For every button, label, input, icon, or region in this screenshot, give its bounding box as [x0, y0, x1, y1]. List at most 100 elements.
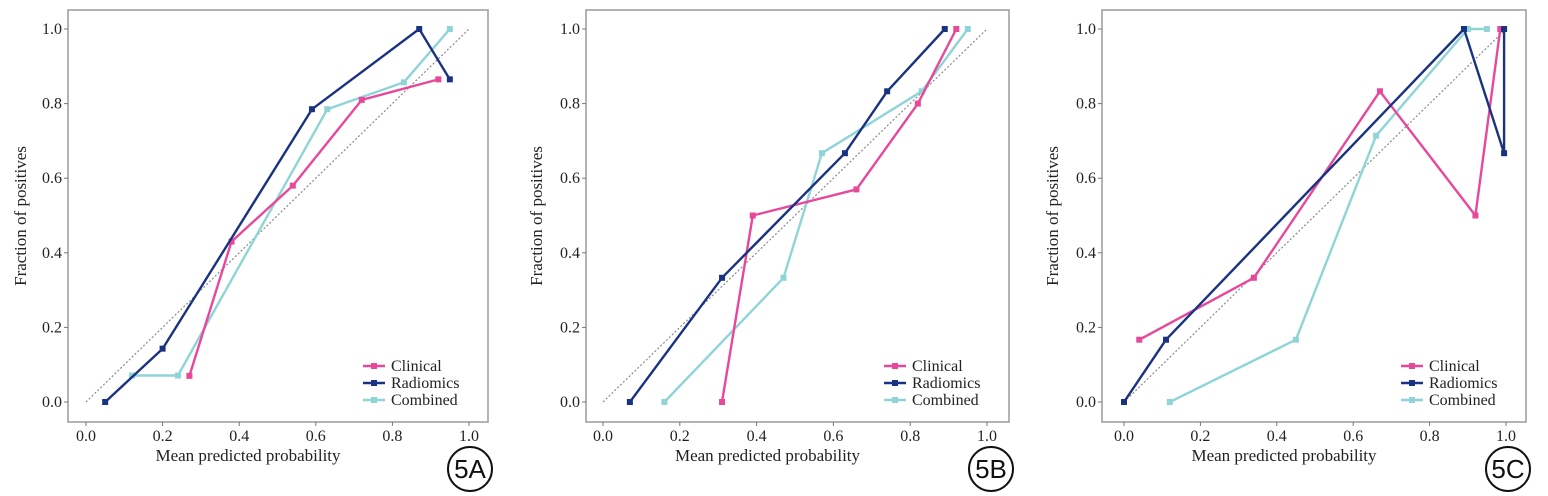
data-point-clinical — [1250, 274, 1257, 281]
legend-label-radiomics: Radiomics — [1429, 375, 1497, 392]
data-point-clinical — [1376, 88, 1383, 95]
legend-marker-radiomics — [892, 380, 898, 386]
data-point-clinical — [1472, 212, 1479, 219]
perfect-calibration-line — [85, 28, 470, 403]
legend-label-combined: Combined — [391, 392, 458, 409]
y-tick-label: 0.8 — [42, 96, 62, 113]
x-axis-label: Mean predicted probability — [1191, 446, 1377, 465]
data-point-radiomics — [446, 76, 453, 83]
x-tick-label: 0.8 — [900, 428, 920, 445]
data-point-combined — [174, 372, 181, 379]
y-tick-label: 0.2 — [42, 319, 62, 336]
data-point-clinical — [358, 96, 365, 103]
x-tick-label: 0.8 — [382, 428, 402, 445]
data-point-clinical — [1497, 26, 1504, 32]
y-tick-label: 0.8 — [560, 96, 580, 113]
x-tick-label: 1.0 — [1496, 428, 1516, 445]
data-point-combined — [400, 79, 407, 86]
y-tick-label: 0.8 — [1076, 96, 1096, 113]
x-tick-label: 0.6 — [306, 428, 326, 445]
series-line-radiomics — [1123, 27, 1506, 403]
x-tick-label: 0.4 — [1267, 428, 1287, 445]
legend-marker-radiomics — [371, 380, 377, 386]
data-point-clinical — [289, 182, 296, 189]
data-point-radiomics — [1501, 150, 1508, 157]
x-tick-label: 0.0 — [593, 428, 613, 445]
x-tick-label: 0.2 — [1190, 428, 1210, 445]
legend-marker-combined — [1409, 397, 1415, 403]
legend-label-combined: Combined — [912, 392, 979, 409]
data-point-combined — [918, 88, 925, 95]
y-axis-label: Fraction of positives — [527, 146, 546, 286]
data-point-radiomics — [884, 88, 891, 95]
y-tick-label: 0.4 — [42, 245, 62, 262]
data-point-radiomics — [416, 26, 423, 32]
panel-tag-label: 5B — [975, 454, 1007, 484]
y-axis-label: Fraction of positives — [11, 146, 30, 286]
y-tick-label: 1.0 — [1076, 21, 1096, 38]
data-point-clinical — [1136, 336, 1143, 343]
x-tick-label: 0.8 — [1420, 428, 1440, 445]
x-tick-label: 0.6 — [1343, 428, 1363, 445]
data-point-radiomics — [1501, 26, 1508, 32]
panel-tag-label: 5A — [454, 454, 486, 484]
y-tick-label: 0.0 — [42, 394, 62, 411]
series-line-radiomics — [628, 28, 946, 403]
data-point-combined — [324, 106, 331, 113]
data-point-combined — [1464, 26, 1471, 32]
data-point-clinical — [914, 100, 921, 107]
x-tick-label: 0.4 — [229, 428, 249, 445]
y-tick-label: 1.0 — [560, 21, 580, 38]
legend-label-clinical: Clinical — [1429, 358, 1480, 375]
series-line-combined — [663, 28, 969, 403]
x-tick-label: 0.4 — [747, 428, 767, 445]
data-point-radiomics — [841, 150, 848, 157]
x-tick-label: 0.0 — [76, 428, 96, 445]
legend-label-radiomics: Radiomics — [912, 375, 980, 392]
legend-marker-combined — [892, 397, 898, 403]
calibration-chart-5a: 0.0 0.0 0.2 0.2 0.4 0.4 0.6 0.6 0.8 0.8 1.0 1.0 Mean… — [11, 9, 493, 492]
x-axis-label: Mean predicted probability — [675, 446, 861, 465]
plot-frame — [585, 9, 1010, 423]
y-tick-label: 0.4 — [1076, 245, 1096, 262]
y-tick-label: 0.0 — [560, 394, 580, 411]
y-tick-label: 0.4 — [560, 245, 580, 262]
perfect-calibration-line — [602, 28, 988, 403]
data-point-radiomics — [308, 106, 315, 113]
panel-tag-label: 5C — [1491, 454, 1524, 484]
series-line-combined — [1169, 27, 1487, 404]
legend-label-clinical: Clinical — [912, 358, 963, 375]
legend-marker-clinical — [371, 363, 377, 369]
x-tick-label: 0.0 — [1114, 428, 1134, 445]
legend-marker-clinical — [892, 363, 898, 369]
data-point-radiomics — [626, 399, 633, 405]
y-tick-label: 1.0 — [42, 21, 62, 38]
data-point-clinical — [228, 238, 235, 245]
data-point-combined — [1373, 132, 1380, 139]
y-tick-label: 0.6 — [560, 170, 580, 187]
data-point-combined — [1292, 336, 1299, 343]
x-tick-label: 1.0 — [977, 428, 997, 445]
data-point-combined — [1166, 399, 1173, 405]
data-point-radiomics — [1121, 399, 1127, 405]
panel-tag-circle — [447, 446, 493, 492]
plot-frame — [67, 9, 489, 423]
data-point-combined — [780, 274, 787, 281]
legend-label-combined: Combined — [1429, 392, 1496, 409]
calibration-chart-5b: 0.0 0.0 0.2 0.2 0.4 0.4 0.6 0.6 0.8 0.8 1.0 1.0 Mean… — [527, 9, 1014, 492]
y-axis-label: Fraction of positives — [1043, 146, 1062, 286]
data-point-radiomics — [102, 399, 109, 405]
x-tick-label: 1.0 — [459, 428, 479, 445]
data-point-combined — [964, 26, 971, 32]
data-point-clinical — [853, 186, 860, 193]
plot-frame — [1101, 9, 1527, 423]
data-point-combined — [661, 399, 668, 405]
data-point-clinical — [719, 399, 726, 405]
data-point-radiomics — [941, 26, 948, 32]
series-line-clinical — [188, 78, 439, 377]
legend-marker-radiomics — [1409, 380, 1415, 386]
data-point-radiomics — [159, 345, 166, 352]
x-tick-label: 0.2 — [670, 428, 690, 445]
panel-tag-circle — [968, 446, 1014, 492]
data-point-combined — [1483, 26, 1490, 32]
